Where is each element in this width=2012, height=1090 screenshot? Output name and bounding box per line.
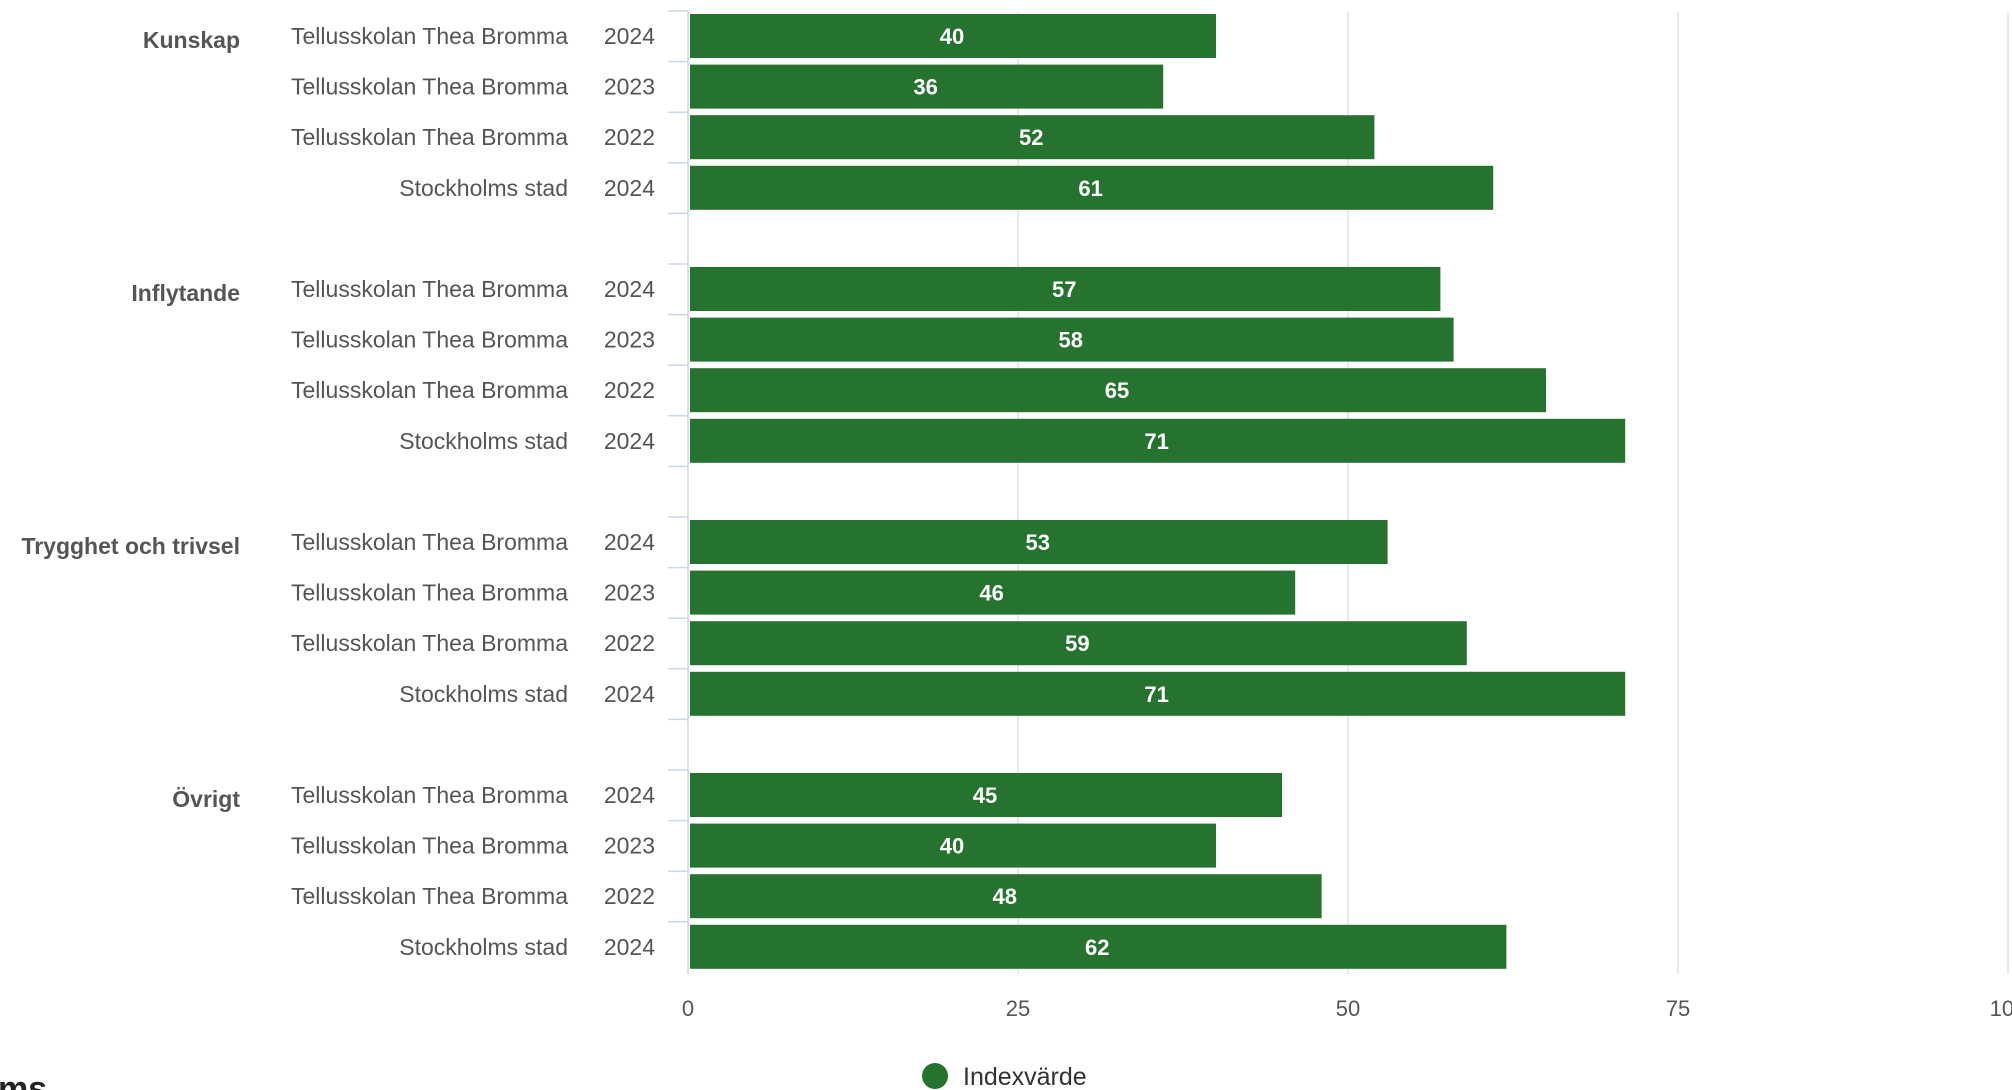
- bar[interactable]: [690, 520, 1388, 564]
- row-label: Stockholms stad: [399, 681, 568, 707]
- year-label: 2024: [604, 276, 655, 302]
- row-label: Tellusskolan Thea Bromma: [291, 883, 568, 909]
- bar[interactable]: [690, 874, 1322, 919]
- year-label: 2023: [604, 833, 655, 859]
- bar[interactable]: [690, 823, 1216, 868]
- bar[interactable]: [690, 165, 1494, 210]
- bar[interactable]: [690, 368, 1546, 413]
- axis-labels: Kunskap Tellusskolan Thea Bromma 2024 Tellu…: [21, 23, 655, 960]
- x-tick-label: 75: [1666, 996, 1690, 1021]
- x-tick-label: 50: [1336, 996, 1360, 1021]
- year-label: 2024: [604, 175, 655, 201]
- year-label: 2022: [604, 377, 655, 403]
- bar-value-label: 58: [1059, 328, 1083, 353]
- bar-value-label: 36: [913, 75, 937, 100]
- year-label: 2024: [604, 428, 655, 454]
- row-label: Tellusskolan Thea Bromma: [291, 580, 568, 606]
- bar-value-label: 62: [1085, 935, 1109, 960]
- bar-value-label: 71: [1144, 682, 1168, 707]
- bar-value-label: 46: [979, 581, 1003, 606]
- year-label: 2023: [604, 74, 655, 100]
- row-label: Tellusskolan Thea Bromma: [291, 833, 568, 859]
- row-label: Tellusskolan Thea Bromma: [291, 782, 568, 808]
- x-tick-label: 0: [682, 996, 694, 1021]
- bar-value-label: 61: [1078, 176, 1102, 201]
- legend-label: Indexvärde: [963, 1063, 1087, 1090]
- bar[interactable]: [690, 418, 1626, 463]
- row-label: Tellusskolan Thea Bromma: [291, 276, 568, 302]
- bar[interactable]: [690, 924, 1507, 969]
- row-label: Tellusskolan Thea Bromma: [291, 124, 568, 150]
- row-label: Tellusskolan Thea Bromma: [291, 377, 568, 403]
- category-label: Kunskap: [143, 27, 240, 53]
- year-label: 2024: [604, 529, 655, 555]
- bar[interactable]: [690, 64, 1164, 109]
- category-label: Trygghet och trivsel: [21, 533, 240, 559]
- bar-value-label: 71: [1144, 429, 1168, 454]
- bar[interactable]: [690, 317, 1454, 362]
- row-label: Tellusskolan Thea Bromma: [291, 23, 568, 49]
- legend-marker: [922, 1063, 948, 1089]
- category-axis: [668, 10, 689, 974]
- row-label: Stockholms stad: [399, 428, 568, 454]
- bar-value-label: 45: [973, 783, 997, 808]
- bar-value-label: 65: [1105, 378, 1129, 403]
- year-label: 2022: [604, 630, 655, 656]
- year-label: 2024: [604, 23, 655, 49]
- year-label: 2022: [604, 124, 655, 150]
- row-label: Tellusskolan Thea Bromma: [291, 327, 568, 353]
- year-label: 2023: [604, 580, 655, 606]
- category-label: Inflytande: [131, 280, 240, 306]
- legend[interactable]: Indexvärde: [922, 1063, 1087, 1090]
- bar-value-label: 57: [1052, 277, 1076, 302]
- bar-value-label: 53: [1026, 530, 1050, 555]
- bar[interactable]: [690, 267, 1441, 311]
- corner-text-fragment: ms: [0, 1070, 47, 1090]
- row-label: Stockholms stad: [399, 934, 568, 960]
- bar[interactable]: [690, 115, 1375, 160]
- bar[interactable]: [690, 621, 1467, 666]
- bar[interactable]: [690, 773, 1282, 817]
- year-label: 2024: [604, 782, 655, 808]
- bar-value-label: 40: [940, 834, 964, 859]
- bar[interactable]: [690, 570, 1296, 615]
- category-label: Övrigt: [172, 786, 240, 812]
- x-tick-label: 100: [1990, 996, 2012, 1021]
- bar-value-label: 40: [940, 24, 964, 49]
- year-label: 2024: [604, 681, 655, 707]
- row-label: Tellusskolan Thea Bromma: [291, 74, 568, 100]
- row-label: Tellusskolan Thea Bromma: [291, 630, 568, 656]
- row-label: Tellusskolan Thea Bromma: [291, 529, 568, 555]
- bar[interactable]: [690, 671, 1626, 716]
- row-label: Stockholms stad: [399, 175, 568, 201]
- x-tick-label: 25: [1006, 996, 1030, 1021]
- bar[interactable]: [690, 14, 1216, 58]
- year-label: 2023: [604, 327, 655, 353]
- bar-value-label: 48: [993, 884, 1017, 909]
- bar-value-label: 59: [1065, 631, 1089, 656]
- year-label: 2022: [604, 883, 655, 909]
- bars: 40 36 52 61 57 58 65 71 53 46 59 71 45 40 48 62: [690, 14, 1626, 969]
- x-axis-ticks: 0 25 50 75 100: [682, 996, 2012, 1021]
- year-label: 2024: [604, 934, 655, 960]
- bar-value-label: 52: [1019, 125, 1043, 150]
